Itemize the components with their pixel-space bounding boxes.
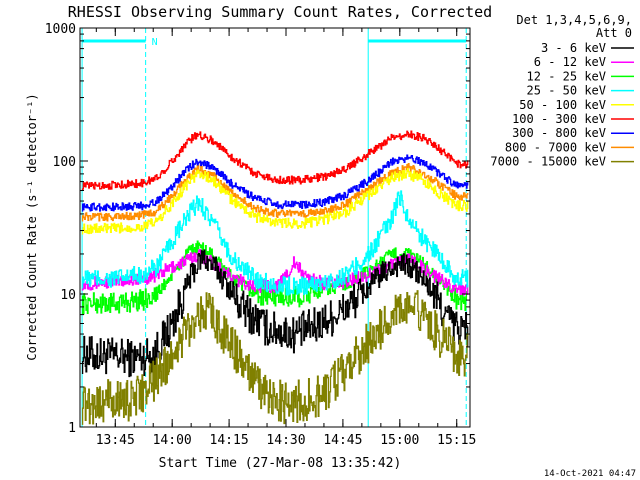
legend-label: 800 - 7000 keV [505,140,606,154]
legend-label: 7000 - 15000 keV [490,155,606,169]
night-label: N [152,37,158,48]
series-line-25-50-kev [81,190,469,296]
legend-header-line1: Det 1,3,4,5,6,9, [516,13,632,27]
y-tick-label: 100 [53,155,76,170]
series-line-300-800-kev [81,154,469,212]
y-tick-label: 10 [60,288,76,303]
x-tick-label: 14:45 [323,433,362,448]
series-line-50-100-kev [81,168,469,235]
plot-frame [79,27,471,428]
series-line-800-7000-kev [81,163,469,222]
x-tick-label: 13:45 [96,433,135,448]
x-tick-label: 14:00 [153,433,192,448]
x-tick-label: 14:30 [266,433,305,448]
x-tick-label: 15:00 [380,433,419,448]
generation-timestamp: 14-Oct-2021 04:47 [544,469,636,479]
legend-label: 50 - 100 keV [519,98,606,112]
x-tick-label: 15:15 [437,433,476,448]
x-axis-label: Start Time (27-Mar-08 13:35:42) [159,456,402,471]
chart-title: RHESSI Observing Summary Count Rates, Co… [68,3,492,21]
x-tick-label: 14:15 [210,433,249,448]
legend-label: 25 - 50 keV [527,84,606,98]
y-tick-label: 1 [68,421,76,436]
legend-label: 6 - 12 keV [534,55,606,69]
legend-label: 12 - 25 keV [527,69,606,83]
legend-label: 3 - 6 keV [541,41,606,55]
series-line-100-300-kev [81,130,469,191]
legend-label: 300 - 800 keV [512,126,606,140]
legend-label: 100 - 300 keV [512,112,606,126]
series-line-3-6-kev [81,249,469,378]
y-tick-label: 1000 [45,22,76,37]
series-line-7000-15000-kev [81,290,469,425]
legend-header-line2: Att 0 [596,26,632,40]
y-axis-label: Corrected Count Rate (s⁻¹ detector⁻¹) [25,93,39,360]
